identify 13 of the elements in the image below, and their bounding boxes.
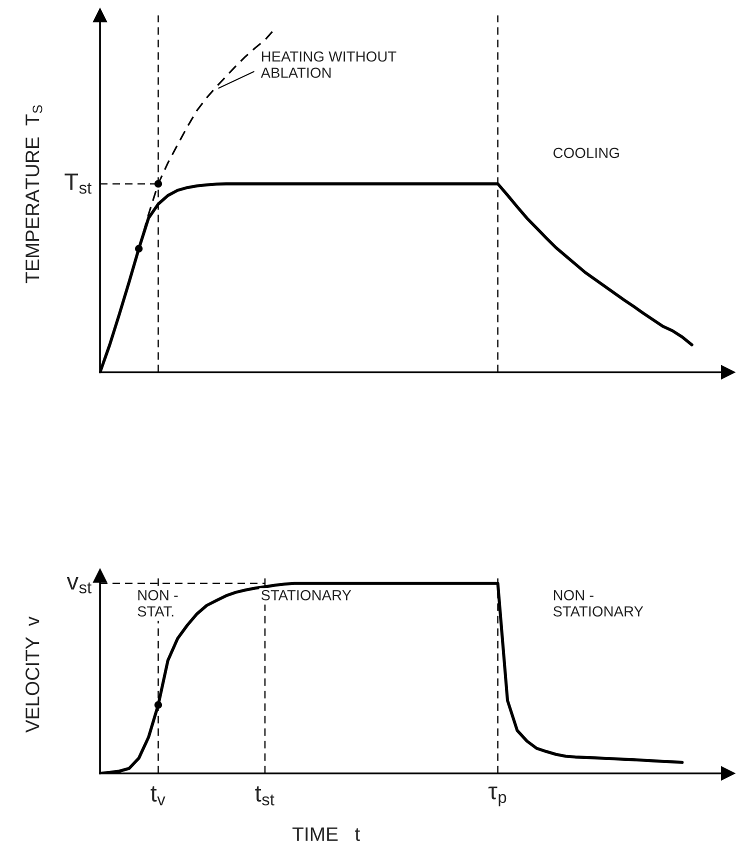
- annotation: NON - STATIONARY: [553, 590, 644, 617]
- ref-line-label: v$_{st}$: [66, 576, 92, 594]
- annotation: HEATING WITHOUT ABLATION: [260, 51, 396, 78]
- y-axis-title: TEMPERATURE T$_{S}$: [26, 105, 42, 284]
- annotation: STATIONARY: [261, 590, 352, 600]
- x-tick-label: τ$_{p}$: [488, 786, 506, 806]
- x-tick-label: t$_{v}$: [150, 786, 166, 806]
- y-axis-title: VELOCITY v: [26, 616, 40, 733]
- x-tick-label: t$_{st}$: [255, 786, 274, 806]
- x-axis-title: TIME t: [292, 827, 360, 841]
- ref-line-label: T$_{st}$: [64, 174, 92, 194]
- annotation: COOLING: [553, 148, 619, 158]
- annotation: NON - STAT.: [138, 590, 178, 617]
